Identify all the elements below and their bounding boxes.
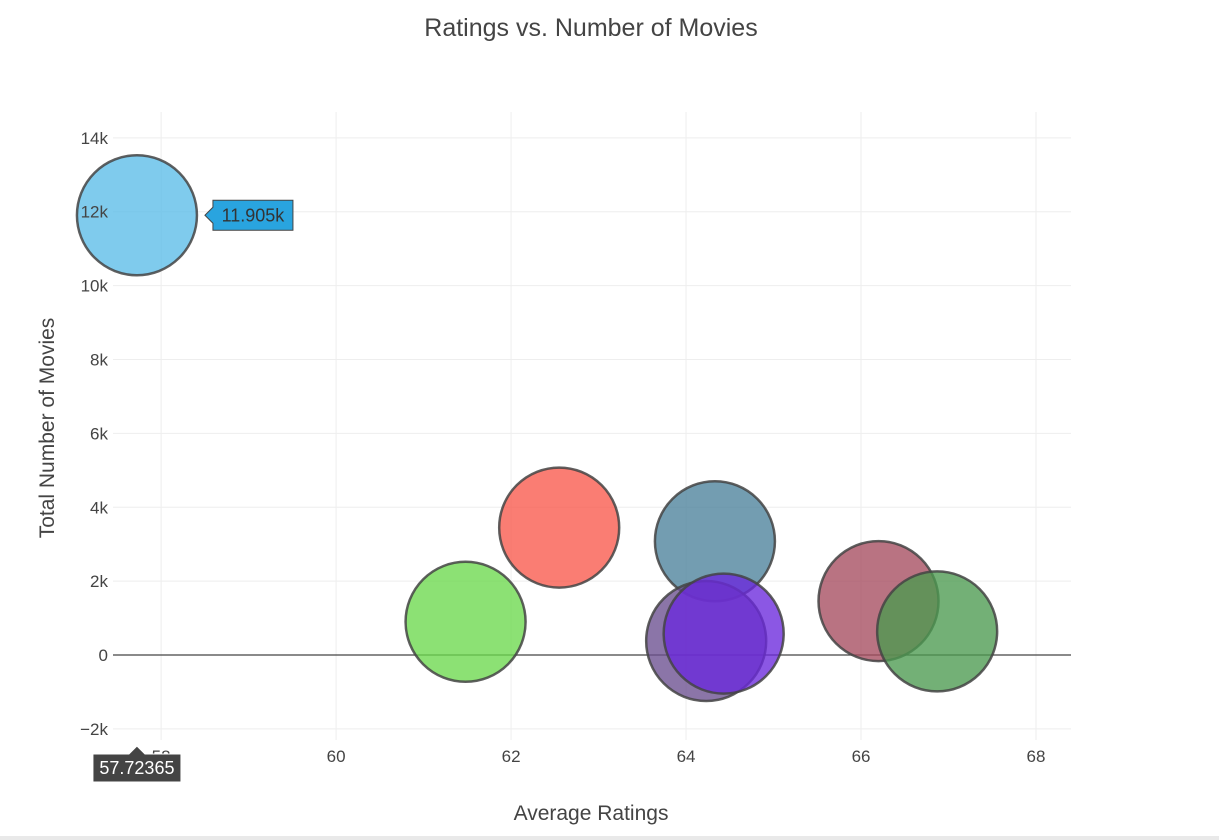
hover-y-label: 11.905k <box>222 205 286 225</box>
y-tick-label: 12k <box>81 203 109 222</box>
hover-x-label-box <box>92 745 182 783</box>
y-tick-label: 14k <box>81 129 109 148</box>
bottom-divider <box>0 836 1219 840</box>
y-tick-label: −2k <box>80 720 108 739</box>
data-points <box>75 154 999 703</box>
data-point[interactable] <box>75 154 199 277</box>
y-tick-label: 4k <box>90 498 108 517</box>
data-point[interactable] <box>875 570 999 693</box>
hover-labels: 11.905k 57.72365 <box>92 199 294 783</box>
x-tick-label: 64 <box>677 747 696 766</box>
x-tick-label: 68 <box>1027 747 1046 766</box>
data-point[interactable] <box>497 466 621 589</box>
x-axis-label: Average Ratings <box>514 802 669 825</box>
hover-x-label: 57.72365 <box>99 758 174 778</box>
y-axis-ticks: −2k 0 2k 4k 6k 8k 10k 12k 14k <box>80 129 108 739</box>
x-axis-ticks: 586062646668 <box>152 747 1046 766</box>
data-point[interactable] <box>662 572 785 695</box>
y-tick-label: 10k <box>81 277 109 296</box>
x-tick-label: 60 <box>327 747 346 766</box>
hover-y-label-box <box>204 199 294 231</box>
x-tick-label: 66 <box>852 747 871 766</box>
y-axis-label: Total Number of Movies <box>36 318 59 539</box>
y-tick-label: 2k <box>90 572 108 591</box>
y-tick-label: 6k <box>90 424 108 443</box>
chart-title: Ratings vs. Number of Movies <box>424 14 757 42</box>
data-point[interactable] <box>404 560 527 684</box>
y-tick-label: 8k <box>90 351 108 370</box>
grid <box>113 112 1071 740</box>
x-tick-label: 62 <box>502 747 521 766</box>
y-tick-label: 0 <box>99 646 108 665</box>
